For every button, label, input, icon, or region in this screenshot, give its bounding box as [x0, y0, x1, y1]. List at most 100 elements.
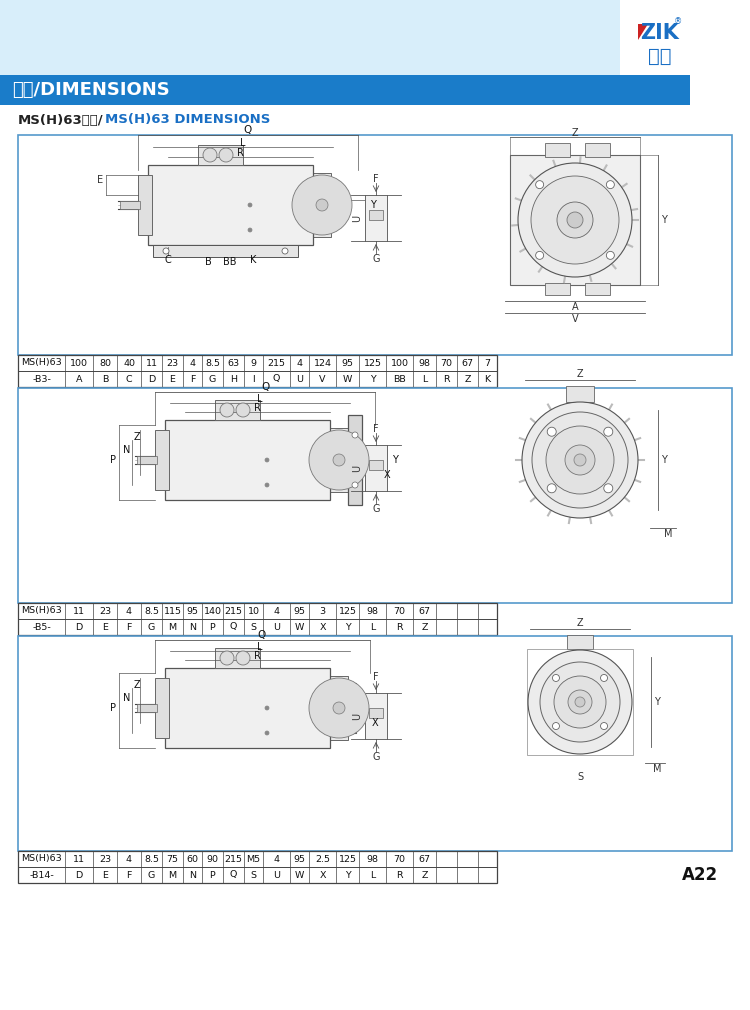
Text: 2.5: 2.5: [315, 854, 330, 864]
Circle shape: [352, 432, 358, 438]
Text: 23: 23: [99, 606, 111, 615]
Circle shape: [604, 427, 613, 436]
Text: M: M: [652, 764, 662, 774]
Text: 4: 4: [190, 359, 196, 368]
Text: 98: 98: [419, 359, 430, 368]
Text: L: L: [257, 394, 262, 404]
Text: U: U: [352, 465, 362, 472]
Circle shape: [546, 426, 614, 494]
Bar: [18, 636, 732, 851]
Text: U: U: [352, 214, 362, 221]
Text: 125: 125: [364, 359, 382, 368]
Text: L: L: [422, 375, 428, 384]
Text: Q: Q: [230, 871, 237, 880]
Text: A: A: [76, 375, 82, 384]
Text: 40: 40: [123, 359, 135, 368]
Bar: [137, 456, 157, 464]
Text: A: A: [572, 302, 578, 312]
Text: Z: Z: [134, 432, 140, 442]
Text: U: U: [352, 712, 362, 719]
Text: U: U: [273, 622, 280, 631]
Text: Y: Y: [370, 200, 376, 210]
Circle shape: [568, 690, 592, 714]
Bar: [18, 851, 497, 883]
Text: 4: 4: [274, 606, 280, 615]
Text: -B5-: -B5-: [32, 622, 51, 631]
Text: Z: Z: [572, 128, 578, 138]
Circle shape: [352, 482, 358, 488]
Bar: [330, 428, 348, 492]
Bar: [120, 201, 140, 209]
Text: N: N: [189, 622, 196, 631]
Text: U: U: [273, 871, 280, 880]
Bar: [567, 635, 593, 649]
Text: F: F: [374, 424, 379, 434]
Circle shape: [606, 251, 614, 260]
Text: V: V: [572, 314, 578, 324]
Bar: [348, 415, 362, 505]
Bar: [510, 155, 640, 285]
Text: R: R: [396, 622, 403, 631]
Text: 11: 11: [73, 854, 85, 864]
Text: E: E: [170, 375, 176, 384]
Text: 100: 100: [70, 359, 88, 368]
Text: D: D: [148, 375, 155, 384]
Bar: [585, 283, 610, 295]
Text: 9: 9: [251, 359, 257, 368]
Text: -B3-: -B3-: [32, 375, 51, 384]
Circle shape: [236, 651, 250, 665]
Text: G: G: [209, 375, 216, 384]
Text: -B14-: -B14-: [29, 871, 54, 880]
Text: 125: 125: [338, 606, 356, 615]
Text: 23: 23: [99, 854, 111, 864]
Text: Q: Q: [230, 622, 237, 631]
Circle shape: [606, 181, 614, 189]
Circle shape: [333, 702, 345, 714]
Circle shape: [567, 212, 583, 228]
Circle shape: [292, 175, 352, 235]
Text: X: X: [320, 871, 326, 880]
Text: 215: 215: [224, 606, 242, 615]
Text: 95: 95: [341, 359, 353, 368]
Circle shape: [316, 199, 328, 211]
Text: E: E: [102, 622, 108, 631]
Text: 100: 100: [391, 359, 409, 368]
Text: G: G: [372, 254, 380, 264]
Text: X: X: [372, 718, 378, 728]
Text: C: C: [165, 255, 171, 265]
Text: 70: 70: [394, 854, 406, 864]
Circle shape: [203, 148, 217, 162]
Bar: [545, 283, 570, 295]
Text: 125: 125: [338, 854, 356, 864]
Text: 215: 215: [268, 359, 286, 368]
Text: S: S: [251, 622, 257, 631]
Bar: [198, 145, 243, 165]
Text: F: F: [126, 871, 132, 880]
Circle shape: [531, 176, 619, 264]
Circle shape: [565, 445, 595, 475]
Circle shape: [309, 430, 369, 490]
Text: Z: Z: [577, 369, 584, 379]
Text: E: E: [102, 871, 108, 880]
Text: 23: 23: [166, 359, 178, 368]
Text: 11: 11: [73, 606, 85, 615]
Text: Y: Y: [370, 375, 375, 384]
Text: 140: 140: [203, 606, 221, 615]
Text: 紫光: 紫光: [648, 46, 672, 66]
Text: P: P: [110, 703, 116, 713]
Text: A22: A22: [682, 866, 718, 884]
Text: V: V: [320, 375, 326, 384]
Circle shape: [557, 202, 593, 238]
Text: W: W: [343, 375, 352, 384]
Bar: [365, 195, 387, 241]
Circle shape: [532, 412, 628, 508]
Circle shape: [522, 402, 638, 518]
Text: 63: 63: [227, 359, 239, 368]
Text: 67: 67: [461, 359, 473, 368]
Text: L: L: [370, 871, 375, 880]
Circle shape: [554, 676, 606, 728]
Circle shape: [219, 148, 233, 162]
Text: D: D: [75, 871, 82, 880]
Bar: [215, 400, 260, 420]
Text: K: K: [484, 375, 490, 384]
